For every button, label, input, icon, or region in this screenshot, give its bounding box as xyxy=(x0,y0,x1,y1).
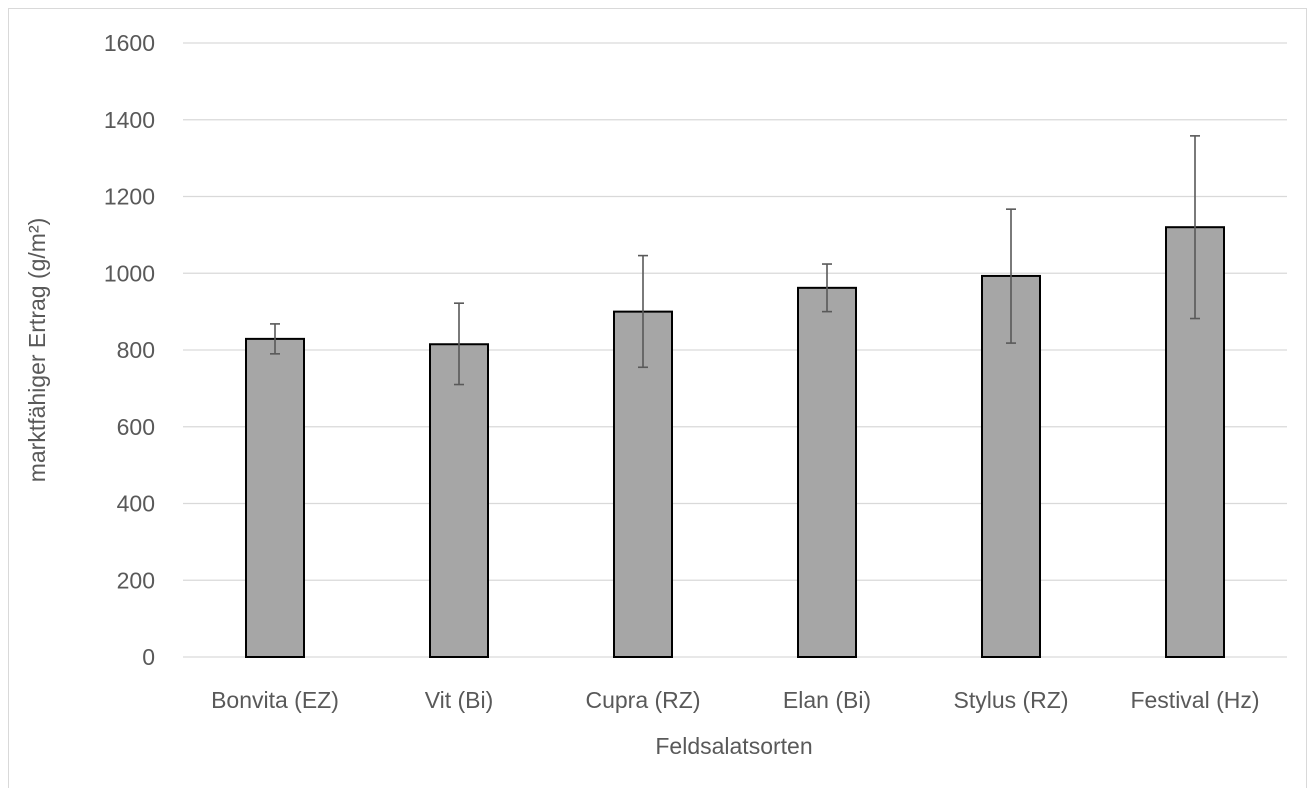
y-tick-label: 200 xyxy=(117,567,155,593)
x-tick-labels: Bonvita (EZ) Vit (Bi) Cupra (RZ) Elan (Bi) S… xyxy=(211,687,1259,713)
error-bar xyxy=(270,323,280,355)
y-tick-label: 600 xyxy=(117,414,155,440)
bar xyxy=(797,286,857,658)
x-tick-label: Vit (Bi) xyxy=(425,687,494,713)
x-tick-label: Stylus (RZ) xyxy=(954,687,1069,713)
bars xyxy=(245,226,1225,658)
y-tick-label: 1600 xyxy=(104,30,155,56)
y-axis-title: marktfähiger Ertrag (g/m²) xyxy=(24,218,50,483)
x-axis-title: Feldsalatsorten xyxy=(655,733,812,759)
y-tick-label: 800 xyxy=(117,337,155,363)
bar xyxy=(1165,226,1225,658)
x-tick-label: Bonvita (EZ) xyxy=(211,687,339,713)
gridlines xyxy=(183,42,1287,658)
bar xyxy=(429,343,489,658)
error-bar xyxy=(1190,135,1200,320)
error-bar xyxy=(454,302,464,386)
y-tick-label: 1000 xyxy=(104,260,155,286)
x-tick-label: Festival (Hz) xyxy=(1130,687,1259,713)
error-bar xyxy=(822,263,832,313)
error-bar xyxy=(1006,208,1016,344)
bar xyxy=(245,337,305,658)
y-tick-label: 1200 xyxy=(104,184,155,210)
x-tick-label: Cupra (RZ) xyxy=(585,687,700,713)
x-tick-label: Elan (Bi) xyxy=(783,687,871,713)
y-tick-label: 0 xyxy=(142,644,155,670)
error-bar xyxy=(638,254,648,369)
error-bars xyxy=(270,135,1200,386)
y-tick-label: 400 xyxy=(117,491,155,517)
y-tick-label: 1400 xyxy=(104,107,155,133)
y-tick-labels: 0 200 400 600 800 1000 1200 1400 1600 xyxy=(104,30,155,670)
chart-frame xyxy=(8,8,1307,788)
